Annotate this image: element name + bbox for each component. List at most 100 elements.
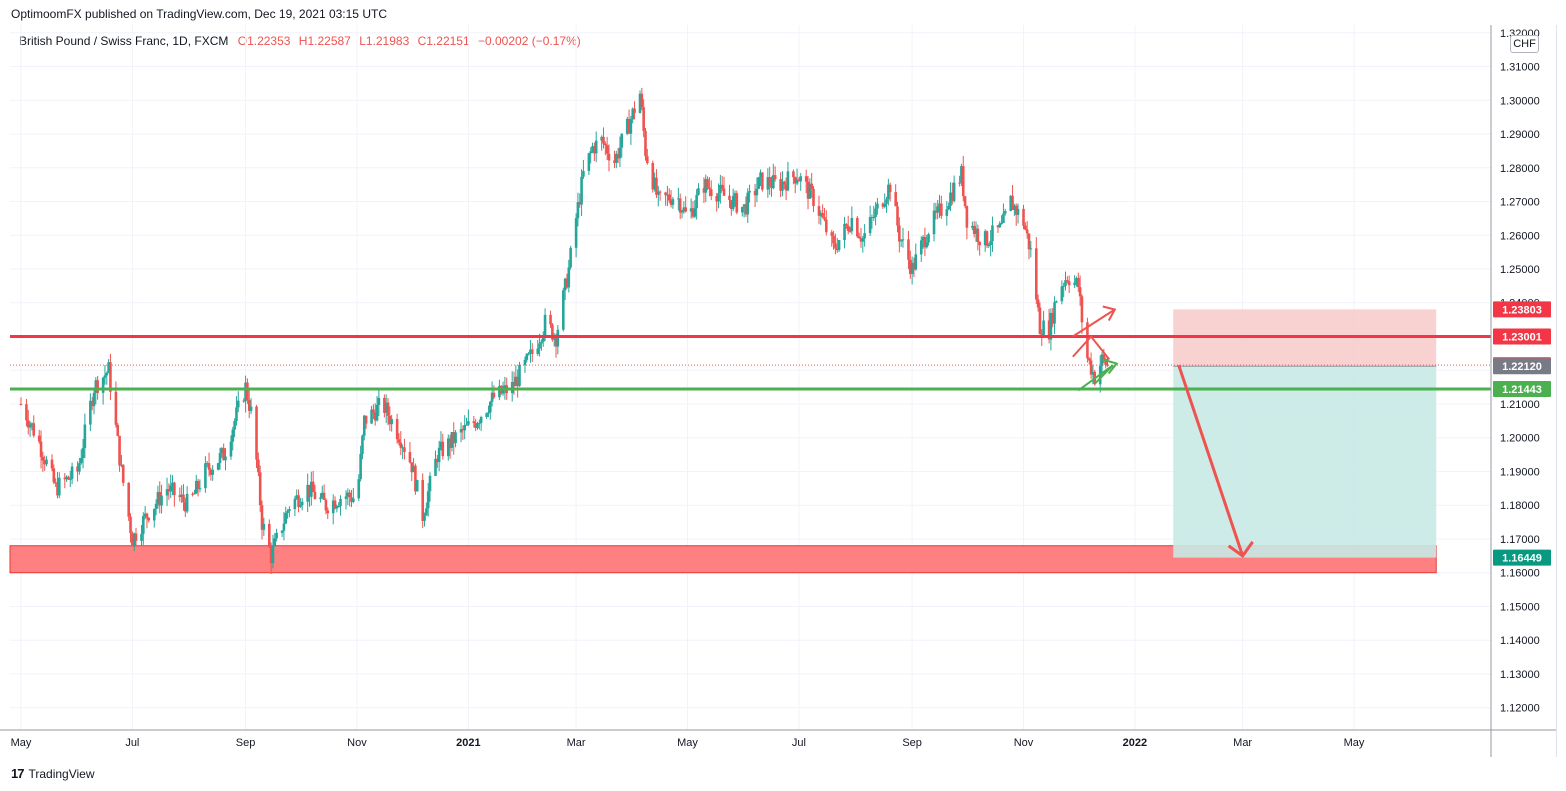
candle-body — [582, 170, 585, 177]
candle-body — [273, 538, 277, 546]
candle-body — [118, 435, 121, 466]
candle-body — [1042, 320, 1045, 337]
candle-body — [1055, 301, 1058, 303]
candle-body — [740, 206, 744, 213]
candle-body — [1025, 229, 1029, 234]
candle-body — [37, 435, 41, 442]
candle-body — [114, 391, 118, 425]
candle-body — [32, 423, 36, 436]
candle-body — [1051, 312, 1055, 324]
candle-body — [436, 458, 439, 463]
candle-body — [39, 441, 43, 457]
candle-body — [120, 464, 123, 466]
candle-body — [563, 278, 567, 291]
candle-body — [1091, 371, 1095, 375]
candle-body — [145, 513, 149, 518]
price-label-tag — [1493, 358, 1551, 375]
symbol-title[interactable]: British Pound / Swiss Franc, 1D, FXCM — [19, 34, 229, 48]
candle-body — [1014, 205, 1018, 215]
currency-button[interactable]: CHF — [1510, 35, 1539, 53]
candle-body — [143, 513, 147, 517]
x-tick-label: Nov — [347, 737, 367, 749]
candle-body — [300, 501, 304, 506]
candle-body — [870, 217, 874, 219]
candle-body — [912, 262, 916, 270]
candle-body — [83, 424, 87, 449]
candle-body — [357, 479, 361, 499]
red-triangle-drawing — [1072, 334, 1111, 361]
candle-body — [932, 210, 936, 235]
candle-body — [1049, 312, 1053, 340]
candle-body — [808, 183, 812, 199]
candle-body — [26, 420, 30, 428]
candle-body — [857, 236, 861, 239]
candle-body — [52, 468, 56, 483]
x-tick-label: May — [677, 737, 698, 749]
candle-body — [350, 497, 353, 502]
x-tick-label: Sep — [236, 737, 256, 749]
price-label-tag — [1493, 381, 1551, 398]
candle-body — [310, 481, 313, 497]
candle-body — [167, 489, 171, 492]
candle-body — [257, 459, 260, 473]
candle-body — [90, 400, 94, 407]
candle-body — [233, 421, 236, 430]
candle-body — [671, 199, 675, 205]
candle-body — [426, 491, 430, 509]
candle-body — [204, 463, 207, 489]
candle-body — [772, 175, 775, 189]
candle-body — [733, 193, 737, 197]
candle-body — [472, 421, 476, 424]
candle-body — [105, 372, 109, 376]
close-value: C1.22151 — [417, 34, 470, 48]
candle-body — [888, 184, 892, 193]
candle-body — [972, 225, 976, 235]
candle-body — [109, 362, 112, 392]
y-tick-label: 1.12000 — [1500, 703, 1540, 715]
candle-body — [786, 171, 790, 191]
candle-body — [1073, 282, 1076, 286]
candle-body — [605, 145, 609, 154]
candle-body — [209, 469, 213, 475]
candle-body — [655, 177, 658, 195]
candle-body — [706, 179, 709, 188]
candle-body — [1102, 354, 1106, 359]
candle-body — [1089, 360, 1093, 375]
candle-body — [260, 505, 264, 530]
candle-body — [525, 354, 529, 360]
candle-body — [45, 459, 48, 465]
candle-body — [140, 533, 143, 541]
candle-body — [337, 505, 341, 507]
candle-body — [881, 203, 885, 207]
candle-body — [620, 133, 624, 148]
candle-body — [974, 228, 978, 235]
candle-body — [562, 290, 565, 330]
price-label-text: 1.21443 — [1502, 384, 1542, 396]
candle-body — [574, 218, 578, 248]
low-value: L1.21983 — [359, 34, 410, 48]
candle-body — [646, 156, 649, 164]
candle-body — [127, 482, 130, 517]
candle-body — [184, 502, 187, 512]
candle-body — [651, 163, 655, 190]
target-arrow-head — [1227, 540, 1254, 558]
candle-body — [308, 484, 311, 497]
candle-body — [384, 402, 388, 413]
candle-body — [604, 143, 607, 146]
candle-body — [735, 193, 739, 213]
candle-body — [333, 500, 337, 509]
candle-body — [364, 415, 368, 424]
candle-body — [425, 508, 428, 516]
candle-body — [925, 242, 929, 248]
candle-body — [1016, 208, 1020, 215]
candle-body — [629, 119, 633, 134]
candle-body — [412, 465, 415, 473]
candle-body — [697, 188, 700, 195]
candle-body — [297, 495, 300, 507]
candle-body — [594, 140, 598, 154]
candle-body — [397, 439, 401, 443]
candle-body — [361, 435, 364, 455]
y-tick-label: 1.25000 — [1500, 264, 1540, 276]
candle-body — [160, 495, 163, 506]
